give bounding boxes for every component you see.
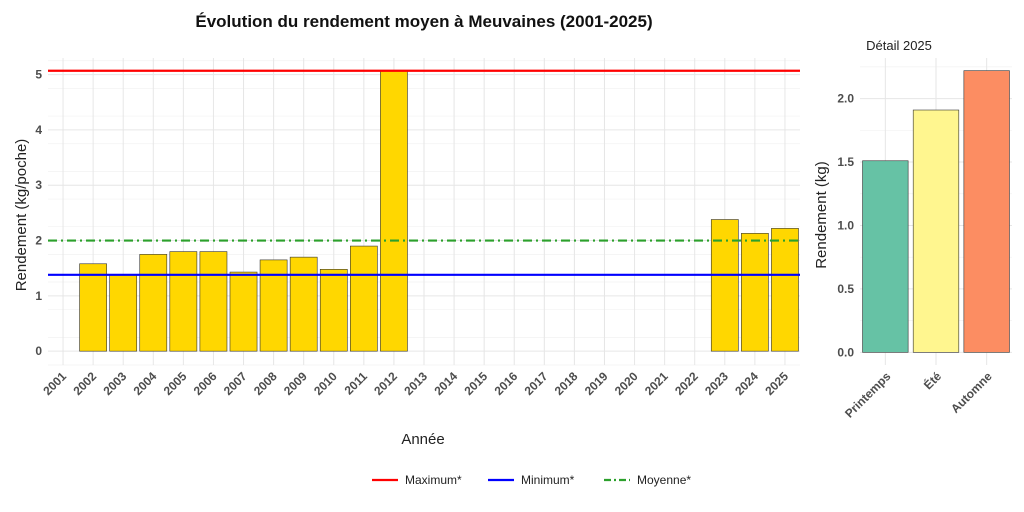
bar-2004 <box>139 254 168 352</box>
main-x-tick: 2007 <box>221 369 250 398</box>
main-x-tick: 2005 <box>161 369 190 398</box>
bar-2023 <box>710 219 739 352</box>
main-x-tick: 2006 <box>191 369 220 398</box>
side-y-axis-label: Rendement (kg) <box>813 161 830 269</box>
bar-2012 <box>380 70 408 352</box>
main-y-tick: 1 <box>35 289 42 303</box>
main-x-tick: 2011 <box>342 369 371 398</box>
main-y-tick: 3 <box>35 178 42 192</box>
main-x-tick-labels: 2001 2002 2003 2004 2005 2006 2007 2008 2009 2010… <box>40 369 791 398</box>
main-x-tick: 2002 <box>70 369 99 398</box>
main-x-tick: 2016 <box>492 369 521 398</box>
main-y-tick: 4 <box>35 123 42 137</box>
main-x-tick: 2010 <box>311 369 340 398</box>
bar-2006 <box>199 251 228 352</box>
bar-2003 <box>109 274 138 352</box>
main-x-tick: 2012 <box>371 369 400 398</box>
main-x-tick: 2017 <box>522 369 551 398</box>
legend-label: Minimum* <box>521 473 575 487</box>
main-x-tick: 2025 <box>762 369 791 398</box>
side-x-tick-labels: Printemps Été Automne <box>842 368 995 420</box>
main-x-tick: 2015 <box>461 369 490 398</box>
main-x-tick: 2024 <box>732 369 761 398</box>
bar-2010 <box>319 269 348 352</box>
side-y-tick: 1.5 <box>837 155 854 169</box>
main-x-tick: 2003 <box>101 369 130 398</box>
main-y-tick: 2 <box>35 234 42 248</box>
side-x-tick: Printemps <box>842 369 894 421</box>
bar-2008 <box>259 259 288 352</box>
main-x-tick: 2019 <box>582 369 611 398</box>
main-x-tick: 2014 <box>431 369 460 398</box>
main-x-tick: 2001 <box>40 369 69 398</box>
bar-2024 <box>741 233 769 352</box>
main-y-tick: 0 <box>35 344 42 358</box>
main-y-tick: 5 <box>35 68 42 82</box>
side-bar-0 <box>862 160 909 353</box>
main-x-axis-label: Année <box>401 431 444 448</box>
side-y-tick: 0.0 <box>837 345 854 359</box>
side-x-tick: Automne <box>948 369 995 416</box>
main-chart-title: Évolution du rendement moyen à Meuvaines… <box>195 12 652 31</box>
main-x-tick: 2013 <box>401 369 430 398</box>
main-y-tick-labels: 0 1 2 3 4 5 <box>35 68 42 359</box>
bar-2002 <box>79 263 107 352</box>
bar-2011 <box>350 245 378 352</box>
main-x-tick: 2021 <box>642 369 671 398</box>
main-x-tick: 2023 <box>702 369 731 398</box>
side-y-tick: 1.0 <box>837 218 854 232</box>
main-x-tick: 2008 <box>251 369 280 398</box>
main-bars <box>79 70 799 352</box>
main-x-tick: 2018 <box>552 369 581 398</box>
side-bars <box>862 70 1010 353</box>
legend-label: Maximum* <box>405 473 462 487</box>
main-x-tick: 2009 <box>281 369 310 398</box>
side-y-tick-labels: 0.0 0.5 1.0 1.5 2.0 <box>837 92 854 360</box>
side-x-tick: Été <box>920 368 944 392</box>
side-chart-panel: 0.0 0.5 1.0 1.5 2.0 Printemps Été Automne Rend… <box>813 58 1012 421</box>
main-x-tick: 2022 <box>672 369 701 398</box>
side-bar-2 <box>963 70 1010 353</box>
bar-2025 <box>771 228 799 352</box>
bar-2009 <box>289 256 318 352</box>
main-x-tick: 2020 <box>612 369 641 398</box>
main-y-axis-label: Rendement (kg/poche) <box>13 139 30 292</box>
side-bar-1 <box>912 109 960 353</box>
bar-2005 <box>169 251 198 352</box>
legend-label: Moyenne* <box>637 473 691 487</box>
legend: Maximum* Minimum* Moyenne* <box>372 473 691 487</box>
side-y-tick: 2.0 <box>837 92 854 106</box>
reference-lines <box>48 69 800 276</box>
main-x-tick: 2004 <box>131 369 160 398</box>
side-chart-title: Détail 2025 <box>866 38 932 53</box>
bar-2007 <box>229 271 258 352</box>
side-y-tick: 0.5 <box>837 282 854 296</box>
